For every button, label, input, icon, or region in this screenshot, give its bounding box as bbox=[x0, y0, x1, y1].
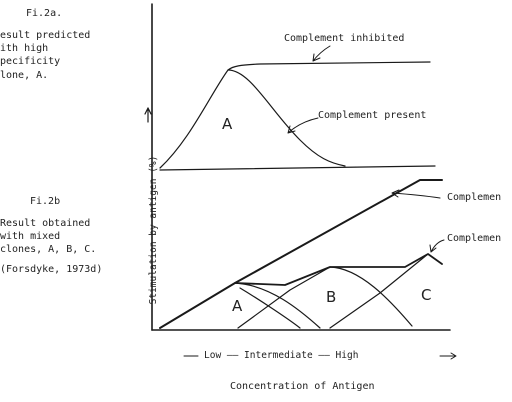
clone-a-curve bbox=[159, 282, 321, 329]
bottom-curve-label-2: Complemen bbox=[447, 233, 502, 244]
fig2a-note-line-2: ith high bbox=[0, 43, 49, 54]
bottom-pointer-arrow-1 bbox=[391, 189, 441, 199]
fig2b-note-line-2: with mixed bbox=[0, 231, 61, 242]
bottom-region-a-label: A bbox=[232, 297, 243, 315]
bottom-region-c-label: C bbox=[421, 286, 432, 304]
y-axis-label: Stimulation by antigen (%) bbox=[148, 155, 159, 305]
complement-present-curve bbox=[227, 69, 346, 167]
bottom-pointer-arrow-2 bbox=[429, 239, 445, 253]
bottom-region-b-label: B bbox=[326, 288, 337, 306]
fig2a-note-line-4: lone, A. bbox=[0, 70, 49, 81]
fig2a-note-line-1: esult predicted bbox=[0, 30, 91, 41]
fig2a-label: Fi.2a. bbox=[26, 8, 63, 19]
fig2b-label: Fi.2b bbox=[30, 196, 61, 207]
fig2b-note-line-1: Result obtained bbox=[0, 218, 91, 229]
fig2b-note-line-3: clones, A, B, C. bbox=[0, 244, 97, 255]
fig2b-note-line-4: (Forsdyke, 1973d) bbox=[0, 264, 103, 275]
top-region-a-label: A bbox=[222, 115, 233, 133]
bottom-curve-label-1: Complemen bbox=[447, 192, 502, 203]
complement-bottom-curve-2 bbox=[234, 253, 443, 286]
x-scale-right-arrow-icon bbox=[439, 352, 457, 360]
fig2a-note-line-3: pecificity bbox=[0, 56, 61, 67]
present-pointer-arrow bbox=[287, 117, 319, 134]
clone-c-curve bbox=[329, 253, 429, 329]
complement-inhibited-label: Complement inhibited bbox=[284, 33, 405, 44]
clone-crossing-curve bbox=[239, 287, 301, 329]
panel-divider-line bbox=[159, 165, 436, 171]
clone-b-curve bbox=[237, 266, 413, 329]
x-axis-label: Concentration of Antigen bbox=[230, 381, 375, 392]
complement-bottom-curve-1 bbox=[159, 179, 443, 329]
x-axis-scale: Low —— Intermediate —— High bbox=[204, 350, 359, 361]
inhibited-pointer-arrow bbox=[312, 45, 331, 62]
complement-present-label: Complement present bbox=[318, 110, 427, 121]
y-axis-arrow-icon bbox=[144, 107, 152, 123]
complement-inhibited-curve bbox=[159, 61, 431, 169]
